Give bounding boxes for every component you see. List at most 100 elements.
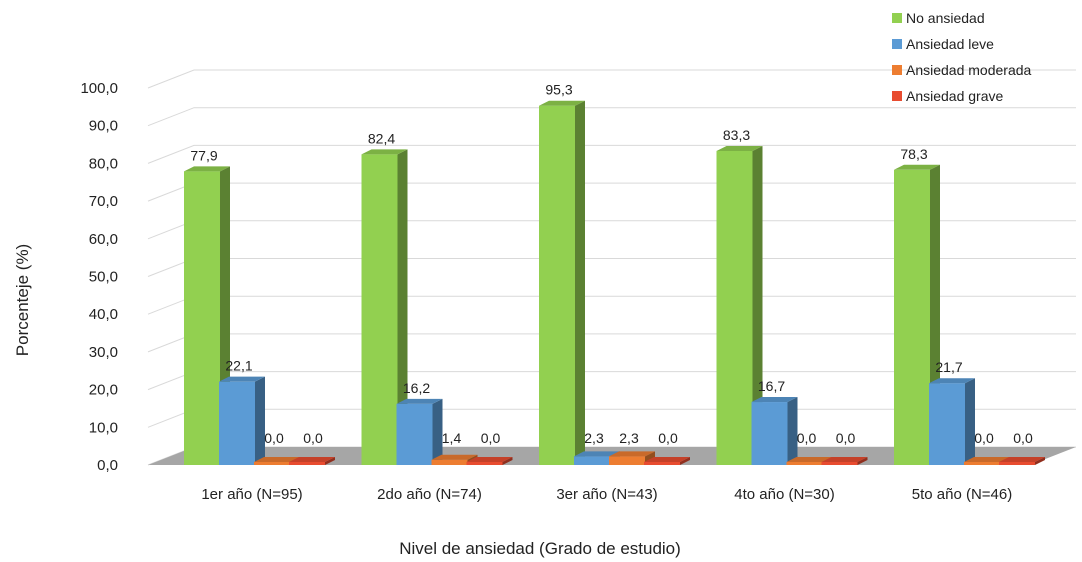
bar-top [219,376,265,382]
y-tick-label: 90,0 [89,118,118,135]
bar-side [680,457,690,465]
bar-top [929,378,975,384]
data-label: 0,0 [303,430,323,446]
bar-top [786,457,833,462]
data-label: 16,2 [403,380,430,396]
bar-top [716,145,763,151]
bar-front [396,403,433,465]
y-tick-label: 70,0 [89,193,118,210]
data-label: 0,0 [658,430,678,446]
legend-label: Ansiedad moderada [906,62,1032,78]
bar: 16,2 [396,380,443,465]
x-axis-title: Nivel de ansiedad (Grado de estudio) [399,539,681,558]
data-label: 83,3 [723,127,750,143]
data-label: 77,9 [190,147,217,163]
bar-top [609,451,655,457]
bar: 83,3 [716,127,763,466]
bar-side [857,457,868,465]
bars: 77,9 22,1 0,0 0,0 82,4 16,2 1,4 0,0 95,3 2,3 2,3 0,… [184,82,1045,466]
data-label: 16,7 [758,378,785,394]
bar-top [644,457,690,462]
bar-front [644,462,680,465]
bar: 0,0 [964,430,1010,465]
legend-label: Ansiedad leve [906,36,994,52]
bar: 0,0 [289,430,335,465]
bar-top [289,457,335,462]
bar-front [184,171,220,465]
data-label: 95,3 [545,82,572,98]
data-label: 21,7 [935,359,962,375]
y-tick-label: 80,0 [89,155,118,172]
bar-side [255,376,265,465]
y-tick-label: 40,0 [89,306,118,323]
y-tick-label: 10,0 [89,419,118,436]
gridline [147,144,1076,164]
bar: 16,7 [751,378,798,465]
legend-swatch [892,91,902,101]
bar-top [821,457,868,462]
bar-front [219,381,255,465]
bar-front [466,462,503,465]
y-tick-label: 20,0 [89,382,118,399]
data-label: 0,0 [974,430,994,446]
y-tick-label: 50,0 [89,269,118,286]
bar-front [716,150,753,466]
bar-front [929,383,965,465]
bar-front [964,462,1000,465]
bar: 0,0 [821,430,868,465]
bar-side [787,397,798,465]
data-label: 0,0 [264,430,284,446]
x-tick-label: 3er año (N=43) [556,486,657,503]
bar-top [751,397,798,403]
data-label: 78,3 [900,146,927,162]
bar-side [397,149,408,466]
bar-top [964,457,1010,462]
bar-top [396,398,443,404]
bar: 0,0 [644,430,690,465]
bar-top [574,451,620,457]
data-label: 22,1 [225,358,252,374]
bar: 22,1 [219,358,265,465]
y-tick-label: 60,0 [89,231,118,248]
bar-front [786,462,823,465]
y-tick-label: 100,0 [80,80,118,97]
legend-item: No ansiedad [892,10,985,26]
bar-front [289,462,325,465]
data-label: 82,4 [368,130,395,146]
data-label: 2,3 [619,430,639,446]
data-label: 0,0 [836,430,856,446]
legend-label: Ansiedad grave [906,88,1004,104]
data-label: 1,4 [442,430,462,446]
bar: 0,0 [466,430,513,465]
legend-item: Ansiedad leve [892,36,994,52]
bar-top [999,457,1045,462]
y-tick-label: 0,0 [97,457,118,474]
gridline [147,69,1076,89]
bar-top [466,457,513,462]
bar-top [894,164,940,170]
x-axis: 1er año (N=95) 2do año (N=74) 3er año (N=4… [201,486,1012,503]
bar: 95,3 [539,82,585,466]
y-axis-title: Porcenteje (%) [13,244,32,356]
bar: 0,0 [999,430,1045,465]
legend-item: Ansiedad grave [892,88,1004,104]
y-tick-label: 30,0 [89,344,118,361]
bar-front [431,459,468,465]
bar-side [1035,457,1045,465]
bar-side [502,457,513,465]
bar-front [361,154,398,466]
bar-top [361,149,408,155]
bar-side [575,100,585,466]
y-axis: 0,0 10,0 20,0 30,0 40,0 50,0 60,0 70,0 80,0 90,0 1… [80,80,118,474]
bar-top [431,454,478,460]
bar: 77,9 [184,147,230,465]
x-tick-label: 1er año (N=95) [201,486,302,503]
legend-swatch [892,65,902,75]
bar-side [325,457,335,465]
bar-front [999,462,1035,465]
x-tick-label: 4to año (N=30) [734,486,834,503]
legend: No ansiedad Ansiedad leve Ansiedad moderad… [892,10,1032,104]
legend-item: Ansiedad moderada [892,62,1032,78]
